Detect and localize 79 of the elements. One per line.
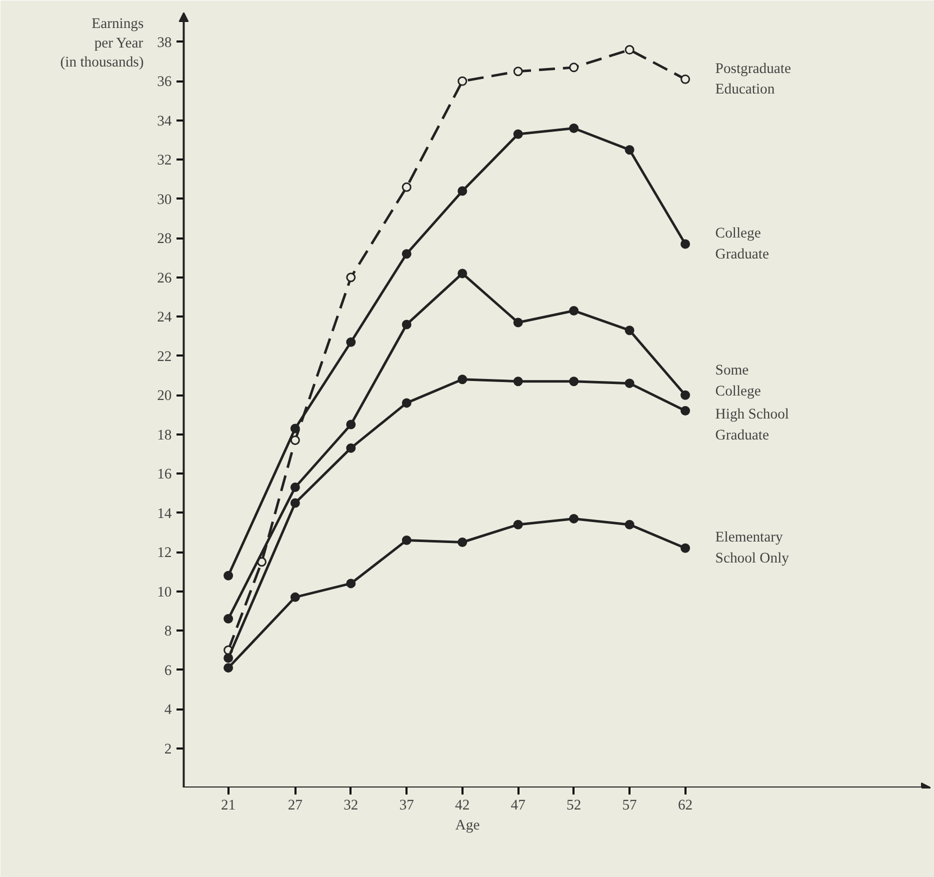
point <box>290 482 300 492</box>
point <box>569 306 579 316</box>
y-tick-label: 12 <box>157 545 172 562</box>
point <box>680 74 690 84</box>
x-tick-label: 37 <box>399 798 414 814</box>
x-tick-label: 27 <box>288 798 303 814</box>
y-tick-label: 20 <box>157 388 172 404</box>
point <box>402 398 412 408</box>
point <box>402 320 412 330</box>
y-axis-title: Earnings per Year (in thousands) <box>60 16 144 70</box>
y-tick-label: 18 <box>157 427 172 444</box>
y-tick-label: 8 <box>164 624 172 640</box>
point <box>513 318 523 328</box>
point <box>680 543 690 553</box>
y-tick-label: 2 <box>164 741 172 758</box>
x-tick-label: 21 <box>220 798 236 814</box>
series-label: Elementary School Only <box>715 530 790 567</box>
point <box>513 66 523 76</box>
point <box>680 390 690 400</box>
y-tick-label: 6 <box>164 662 172 679</box>
y-tick-label: 30 <box>157 192 172 208</box>
point <box>458 76 468 86</box>
point <box>624 378 634 388</box>
point <box>458 374 468 384</box>
point <box>513 520 523 530</box>
point <box>458 268 468 278</box>
y-tick-label: 16 <box>157 466 172 483</box>
point <box>569 124 579 133</box>
x-tick-label: 52 <box>566 798 582 814</box>
point <box>624 45 634 55</box>
point <box>402 536 412 546</box>
point <box>680 239 690 249</box>
y-tick-label: 26 <box>157 270 172 286</box>
y-tick-label: 38 <box>157 34 172 51</box>
x-tick-label: 57 <box>622 798 637 814</box>
series-label: College Graduate <box>715 226 770 262</box>
point <box>346 272 356 282</box>
point <box>290 435 300 445</box>
y-tick-label: 22 <box>157 348 172 365</box>
point <box>224 663 234 673</box>
x-tick-label: 32 <box>344 798 358 814</box>
point <box>680 406 690 416</box>
point <box>569 514 579 524</box>
y-tick-label: 24 <box>157 310 172 326</box>
x-tick-label: 47 <box>510 798 526 814</box>
y-tick-label: 4 <box>164 702 172 718</box>
point <box>346 337 356 347</box>
y-tick-label: 10 <box>157 584 172 600</box>
point <box>290 424 300 434</box>
x-tick-label: 42 <box>455 798 470 814</box>
y-tick-label: 14 <box>157 506 172 522</box>
point <box>513 129 523 139</box>
point <box>624 520 634 530</box>
point <box>346 578 356 588</box>
point <box>569 62 579 72</box>
y-tick-label: 32 <box>157 152 172 169</box>
point <box>402 249 412 259</box>
point <box>458 538 468 547</box>
point <box>290 592 300 602</box>
point <box>624 326 634 336</box>
x-tick-label: 62 <box>678 798 693 814</box>
point <box>224 653 234 663</box>
y-tick-label: 36 <box>157 74 172 90</box>
series-label: Postgraduate Education <box>715 60 792 98</box>
point <box>513 376 523 386</box>
point <box>224 570 234 580</box>
point <box>624 145 634 155</box>
point <box>346 420 356 430</box>
series-label: High School Graduate <box>715 406 789 444</box>
y-tick-label: 34 <box>157 113 172 130</box>
point <box>346 443 356 453</box>
point <box>224 614 234 624</box>
point <box>458 186 468 196</box>
x-axis-title: Age <box>455 818 480 834</box>
point <box>290 498 300 508</box>
y-tick-label: 28 <box>157 231 172 248</box>
point <box>569 376 579 386</box>
series-label: Some College <box>715 362 761 400</box>
point <box>402 182 412 192</box>
